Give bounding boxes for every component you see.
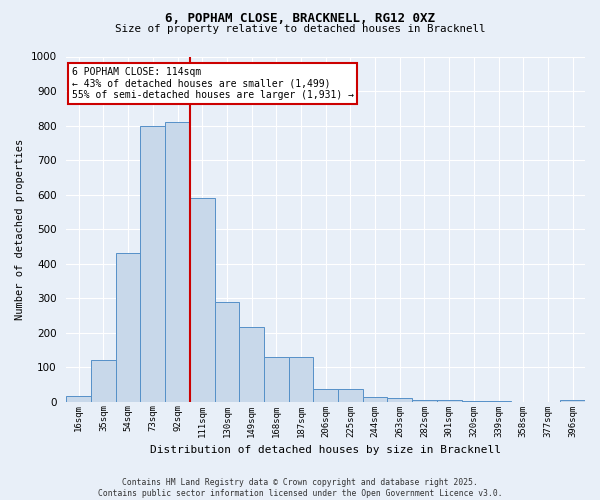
- Bar: [388, 398, 412, 402]
- Bar: [560, 400, 585, 402]
- Bar: [165, 122, 190, 402]
- Bar: [116, 253, 140, 402]
- Bar: [140, 126, 165, 402]
- Bar: [412, 400, 437, 402]
- Bar: [313, 389, 338, 402]
- X-axis label: Distribution of detached houses by size in Bracknell: Distribution of detached houses by size …: [150, 445, 501, 455]
- Text: Contains HM Land Registry data © Crown copyright and database right 2025.
Contai: Contains HM Land Registry data © Crown c…: [98, 478, 502, 498]
- Bar: [67, 396, 91, 402]
- Bar: [461, 400, 486, 402]
- Bar: [289, 357, 313, 402]
- Bar: [190, 198, 215, 402]
- Text: 6, POPHAM CLOSE, BRACKNELL, RG12 0XZ: 6, POPHAM CLOSE, BRACKNELL, RG12 0XZ: [165, 12, 435, 26]
- Bar: [437, 400, 461, 402]
- Bar: [91, 360, 116, 402]
- Bar: [264, 357, 289, 402]
- Bar: [363, 398, 388, 402]
- Y-axis label: Number of detached properties: Number of detached properties: [15, 138, 25, 320]
- Bar: [338, 388, 363, 402]
- Text: 6 POPHAM CLOSE: 114sqm
← 43% of detached houses are smaller (1,499)
55% of semi-: 6 POPHAM CLOSE: 114sqm ← 43% of detached…: [71, 67, 353, 100]
- Bar: [239, 328, 264, 402]
- Text: Size of property relative to detached houses in Bracknell: Size of property relative to detached ho…: [115, 24, 485, 34]
- Bar: [215, 302, 239, 402]
